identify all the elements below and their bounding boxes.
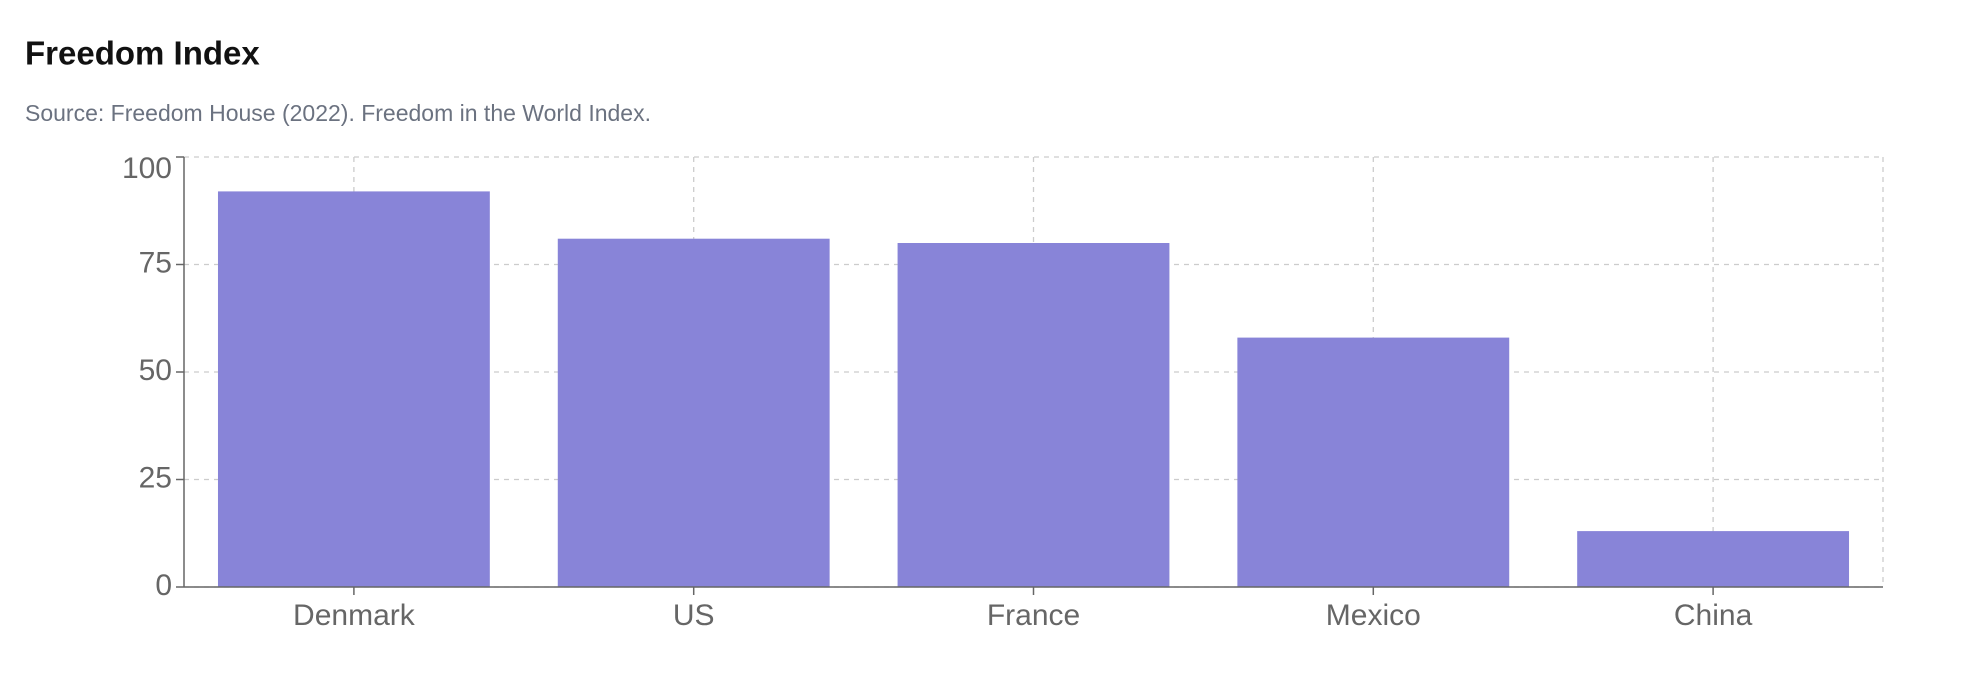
bar xyxy=(557,238,830,587)
x-tick-label: France xyxy=(987,599,1080,632)
x-tick-label: China xyxy=(1674,599,1753,632)
y-tick-label: 25 xyxy=(139,461,172,494)
y-tick-label: 50 xyxy=(139,354,172,387)
bar xyxy=(1237,337,1510,587)
chart-subtitle: Source: Freedom House (2022). Freedom in… xyxy=(25,100,651,126)
y-tick-label: 0 xyxy=(155,569,172,602)
bar xyxy=(217,191,490,587)
y-tick-label: 100 xyxy=(122,152,172,185)
x-tick-label: Denmark xyxy=(293,599,416,632)
chart-title: Freedom Index xyxy=(25,35,260,72)
y-tick-label: 75 xyxy=(139,246,172,279)
x-tick-label: Mexico xyxy=(1326,599,1421,632)
bar xyxy=(897,243,1170,587)
bar xyxy=(1577,531,1850,587)
x-tick-label: US xyxy=(673,599,715,632)
